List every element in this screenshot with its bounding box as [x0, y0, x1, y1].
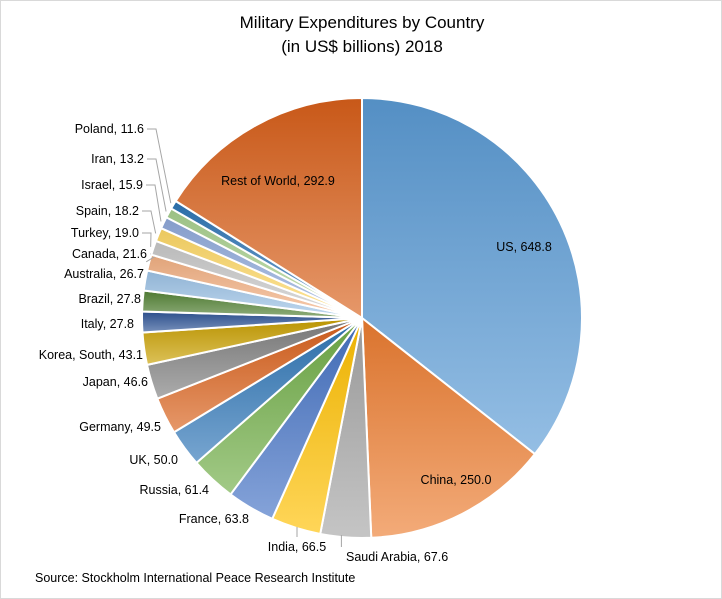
data-label: Australia, 26.7: [64, 267, 144, 281]
data-label: China, 250.0: [421, 473, 492, 487]
data-label: Poland, 11.6: [75, 122, 144, 136]
leader-line: [142, 232, 152, 247]
pie-slice-china: [360, 315, 537, 539]
data-label: Iran, 13.2: [91, 152, 144, 166]
leader-line: [142, 210, 157, 234]
data-label: Israel, 15.9: [81, 178, 143, 192]
data-label: Korea, South, 43.1: [39, 348, 143, 362]
data-label: Brazil, 27.8: [78, 292, 141, 306]
data-label: Rest of World, 292.9: [221, 174, 335, 188]
data-label: India, 66.5: [268, 540, 326, 554]
data-label: Canada, 21.6: [72, 247, 147, 261]
data-label: UK, 50.0: [129, 453, 178, 467]
data-label: Spain, 18.2: [76, 204, 139, 218]
leader-line: [146, 184, 162, 222]
chart-title-line1: Military Expenditures by Country: [239, 13, 485, 32]
pie-slice-us: [361, 96, 583, 456]
pie-slice-rest-of-world: [174, 96, 363, 320]
data-label: Turkey, 19.0: [71, 226, 139, 240]
data-label: France, 63.8: [179, 512, 249, 526]
chart-title-line2: (in US$ billions) 2018: [281, 37, 443, 56]
data-label: Saudi Arabia, 67.6: [346, 550, 448, 564]
data-label: Germany, 49.5: [79, 420, 161, 434]
data-label: Russia, 61.4: [140, 483, 210, 497]
source-note: Source: Stockholm International Peace Re…: [35, 571, 356, 585]
data-label: Italy, 27.8: [81, 317, 134, 331]
data-label: US, 648.8: [496, 240, 552, 254]
leader-line: [147, 128, 172, 204]
leader-line: [147, 158, 167, 212]
data-label: Japan, 46.6: [83, 375, 148, 389]
